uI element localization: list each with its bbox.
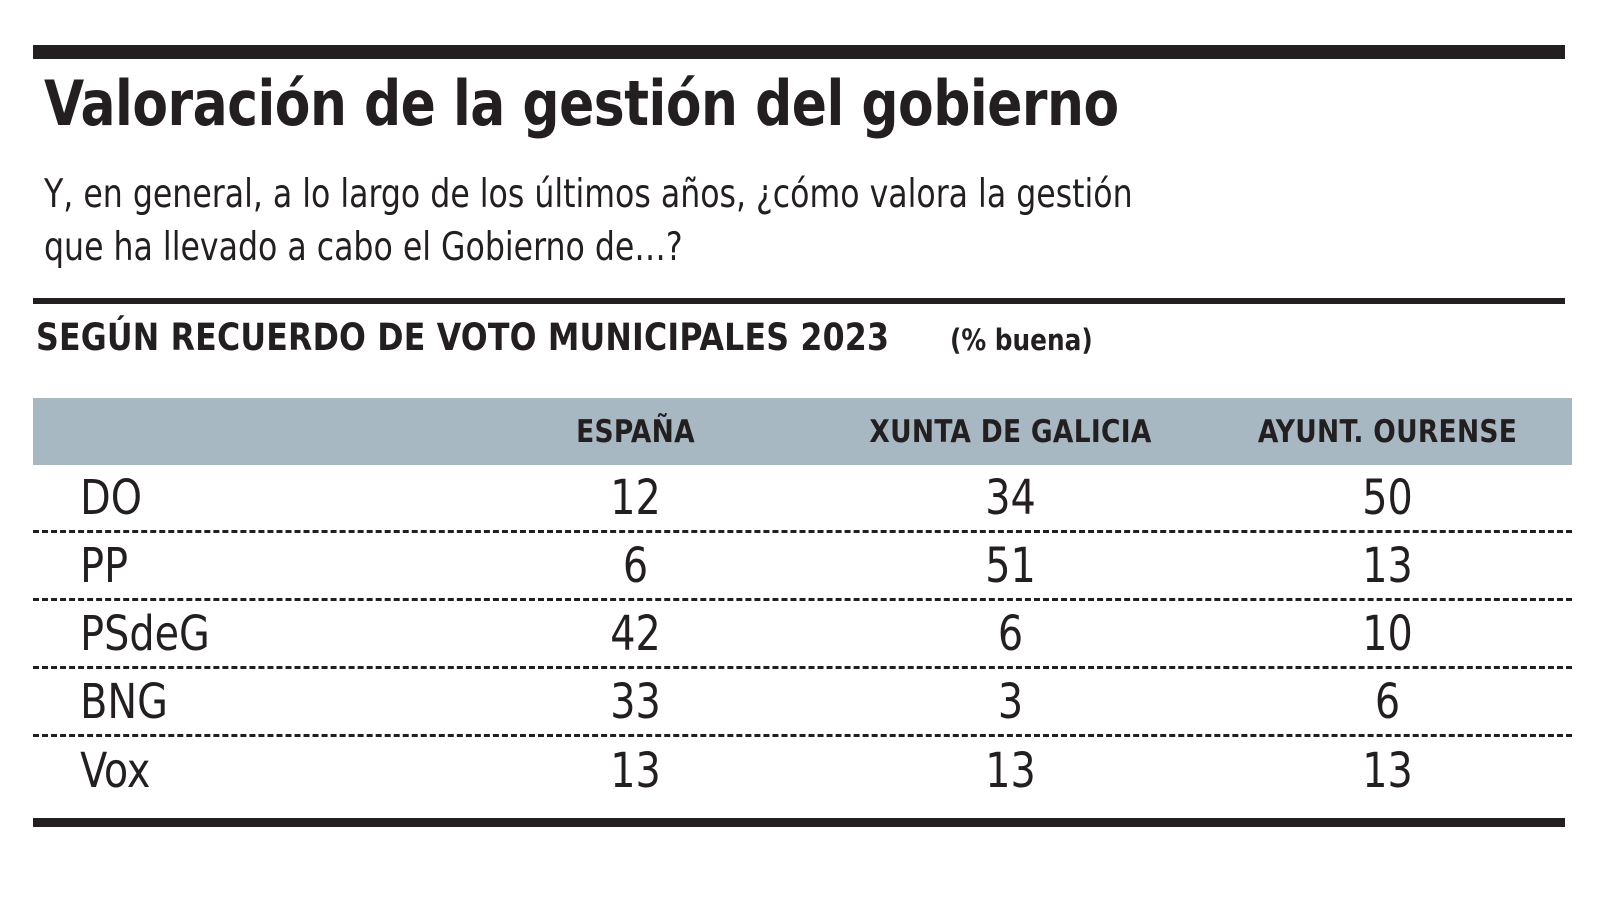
cell-espana: 6 <box>622 537 649 594</box>
cell-ourense: 13 <box>1362 537 1413 594</box>
cell-espana: 42 <box>610 605 661 662</box>
row-label: PSdeG <box>80 605 210 662</box>
cell-ourense: 6 <box>1374 673 1401 730</box>
row-label: DO <box>80 469 143 526</box>
table-row: DO 12 34 50 <box>33 465 1572 533</box>
section-heading-text: SEGÚN RECUERDO DE VOTO MUNICIPALES 2023 <box>36 316 890 359</box>
page-subtitle-question: Y, en general, a lo largo de los últimos… <box>44 172 1133 270</box>
column-header-xunta-de-galicia: XUNTA DE GALICIA <box>869 413 1152 450</box>
cell-espana: 33 <box>610 673 661 730</box>
bottom-divider-rule <box>33 818 1565 827</box>
table-header-row: ESPAÑA XUNTA DE GALICIA AYUNT. OURENSE <box>33 398 1572 465</box>
row-label: Vox <box>80 743 151 799</box>
column-header-espana: ESPAÑA <box>576 413 695 450</box>
section-heading: SEGÚN RECUERDO DE VOTO MUNICIPALES 2023 … <box>36 318 1100 358</box>
cell-xunta: 13 <box>985 743 1036 799</box>
top-divider-rule <box>33 45 1565 59</box>
cell-espana: 12 <box>610 469 661 526</box>
cell-xunta: 3 <box>997 673 1024 730</box>
cell-xunta: 6 <box>997 605 1024 662</box>
column-header-ayunt-ourense: AYUNT. OURENSE <box>1257 413 1518 450</box>
results-table: ESPAÑA XUNTA DE GALICIA AYUNT. OURENSE D… <box>33 398 1572 805</box>
cell-ourense: 50 <box>1362 469 1413 526</box>
section-unit-label: (% buena) <box>950 323 1093 357</box>
table-row: Vox 13 13 13 <box>33 737 1572 805</box>
cell-espana: 13 <box>610 743 661 799</box>
table-row: BNG 33 3 6 <box>33 669 1572 737</box>
row-label: BNG <box>80 673 168 730</box>
cell-xunta: 34 <box>985 469 1036 526</box>
cell-ourense: 13 <box>1362 743 1413 799</box>
section-divider-rule <box>33 298 1565 304</box>
table-row: PP 6 51 13 <box>33 533 1572 601</box>
cell-ourense: 10 <box>1362 605 1413 662</box>
page-title: Valoración de la gestión del gobierno <box>44 67 1119 140</box>
table-row: PSdeG 42 6 10 <box>33 601 1572 669</box>
row-label: PP <box>80 537 129 594</box>
cell-xunta: 51 <box>985 537 1036 594</box>
